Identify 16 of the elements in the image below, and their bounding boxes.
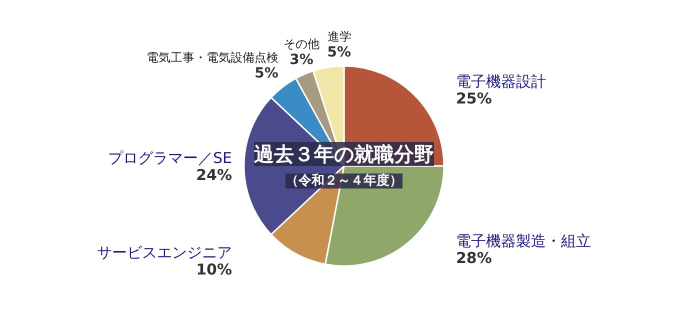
data-label: 24% <box>196 166 232 184</box>
text: （令和２～４年度） <box>286 172 402 188</box>
data-label: 10% <box>196 260 232 279</box>
slice-label: 電子機器製造・組立 <box>456 232 591 250</box>
data-label: 5% <box>327 44 352 60</box>
data-label: 28% <box>456 249 492 268</box>
slice-label: 電子機器設計 <box>456 72 546 91</box>
slice-label: プログラマー／SE <box>108 149 232 167</box>
slice-label: サービスエンジニア <box>97 244 232 262</box>
text: 過去３年の就職分野 <box>253 142 434 166</box>
slice-label: 進学 <box>327 29 352 44</box>
data-label: 3% <box>290 52 314 68</box>
data-label: 5% <box>254 65 278 82</box>
data-label: 25% <box>456 90 492 108</box>
slice-label: 電気工事・電気設備点検 <box>146 50 278 64</box>
slice-label: その他 <box>284 36 320 51</box>
